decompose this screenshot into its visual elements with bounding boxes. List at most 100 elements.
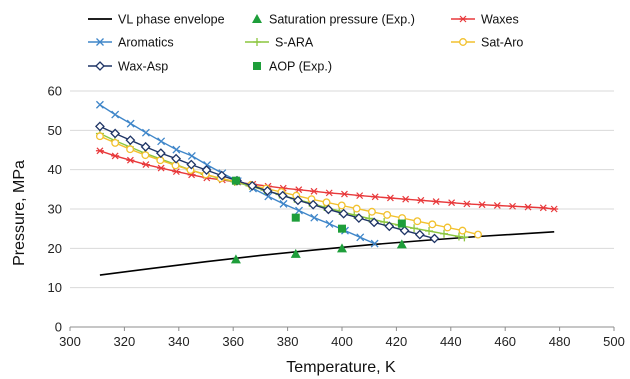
data-point-sat-aro-19 [383,210,392,219]
data-point-aop-exp-0 [231,176,240,185]
data-point-aromatics-13 [295,206,303,215]
data-point-saturation-pressure-exp-3 [396,239,407,249]
data-point-aromatics-15 [325,219,334,228]
data-point-aop-exp-1 [291,213,300,222]
data-point-wax-asp-15 [323,204,334,215]
data-point-wax-asp-20 [399,225,410,236]
data-point-wax-asp-10 [247,180,258,191]
x-tick-label-320: 320 [114,334,136,349]
data-point-sat-aro-3 [141,151,150,160]
data-point-saturation-pressure-exp-0 [230,254,241,264]
data-point-aromatics-4 [157,137,166,146]
x-tick-label-400: 400 [331,334,353,349]
data-point-aromatics-2 [126,119,135,128]
series-line-vl-phase-envelope [99,231,555,276]
data-point-waxes-14 [309,187,318,195]
data-point-aromatics-1 [111,110,120,119]
data-point-s-ara-17 [350,210,359,219]
data-point-aromatics-5 [172,145,181,154]
data-point-wax-asp-17 [353,213,364,223]
data-point-aromatics-17 [356,233,365,242]
legend-marker-wax-asp [95,61,105,71]
data-point-sat-aro-25 [474,230,482,239]
data-point-wax-asp-14 [308,199,319,210]
legend-label-saturation-pressure-exp: Saturation pressure (Exp.) [269,13,415,27]
legend-item-sat-aro: Sat-Aro [451,36,523,50]
data-point-sat-aro-2 [126,145,135,154]
data-point-waxes-5 [172,168,181,176]
data-point-sat-aro-1 [111,138,120,147]
legend: VL phase envelope Saturation pressure (Ex… [88,13,523,74]
y-tick-label-20: 20 [48,241,62,256]
data-point-aromatics-18 [370,239,379,248]
data-point-waxes-25 [478,201,487,209]
data-point-aromatics-6 [187,151,196,160]
data-point-sat-aro-24 [458,226,467,235]
data-point-wax-asp-11 [262,185,273,196]
data-point-waxes-21 [416,196,425,204]
data-point-waxes-28 [524,203,533,211]
legend-label-vl-phase-envelope: VL phase envelope [118,13,225,27]
legend-item-saturation-pressure-exp: Saturation pressure (Exp.) [252,13,415,27]
series-line-aromatics [99,104,375,245]
data-point-wax-asp-22 [429,233,440,244]
data-point-sat-aro-21 [413,217,422,226]
data-point-wax-asp-7 [201,165,212,175]
data-point-waxes-24 [462,200,471,208]
data-point-waxes-22 [432,198,441,205]
data-point-s-ara-23 [440,229,448,238]
data-point-waxes-23 [447,199,456,207]
legend-marker-aromatics [96,38,104,46]
data-point-sat-aro-5 [171,161,180,170]
legend-item-vl-phase-envelope: VL phase envelope [88,13,225,27]
data-point-wax-asp-18 [369,217,380,228]
data-point-sat-aro-23 [443,223,452,232]
data-point-sat-aro-22 [428,220,437,229]
data-point-wax-asp-4 [155,148,166,159]
data-point-waxes-29 [539,204,548,212]
data-point-s-ara-24 [454,232,463,241]
series-wax-asp [95,121,440,244]
x-tick-label-380: 380 [277,334,299,349]
data-point-wax-asp-3 [140,141,151,152]
legend-item-s-ara: S-ARA [245,36,314,50]
data-point-wax-asp-1 [110,128,121,139]
data-point-waxes-26 [493,202,502,209]
x-tick-label-300: 300 [59,334,81,349]
x-tick-label-460: 460 [494,334,516,349]
data-point-sat-aro-16 [337,201,346,210]
y-tick-label-50: 50 [48,123,62,138]
y-axis-label: Pressure, MPa [11,160,28,266]
data-point-s-ara-25 [460,233,469,242]
data-point-waxes-2 [126,156,135,164]
data-point-waxes-17 [355,192,364,200]
x-axis-label: Temperature, K [286,359,396,376]
data-point-sat-aro-4 [156,156,165,165]
data-point-wax-asp-21 [414,229,425,240]
series-aop-exp [231,176,406,233]
data-point-wax-asp-2 [125,135,136,146]
data-point-wax-asp-13 [293,195,303,206]
gridlines [70,90,614,289]
y-tick-label-40: 40 [48,162,62,177]
legend-marker-waxes [459,15,467,23]
series-saturation-pressure-exp [230,239,407,264]
axes: 0 10 20 30 40 50 60 300 320 340 360 380 400 420 440 460… [48,84,625,350]
data-point-wax-asp-16 [338,208,349,219]
legend-item-aromatics: Aromatics [88,36,174,50]
legend-marker-aop-exp [253,62,261,70]
x-tick-label-500: 500 [603,334,625,349]
data-point-wax-asp-12 [277,190,288,201]
data-point-waxes-1 [111,152,120,160]
legend-label-sat-aro: Sat-Aro [481,36,523,50]
series-line-s-ara [99,132,465,238]
data-point-s-ara-21 [410,224,419,233]
x-tick-label-440: 440 [440,334,462,349]
x-tick-label-340: 340 [168,334,190,349]
data-point-waxes-20 [401,195,410,203]
data-point-aromatics-3 [141,128,150,137]
data-point-aop-exp-2 [338,224,346,233]
series-vl-phase-envelope [99,231,555,276]
legend-label-wax-asp: Wax-Asp [118,60,168,74]
series-s-ara [95,129,469,242]
